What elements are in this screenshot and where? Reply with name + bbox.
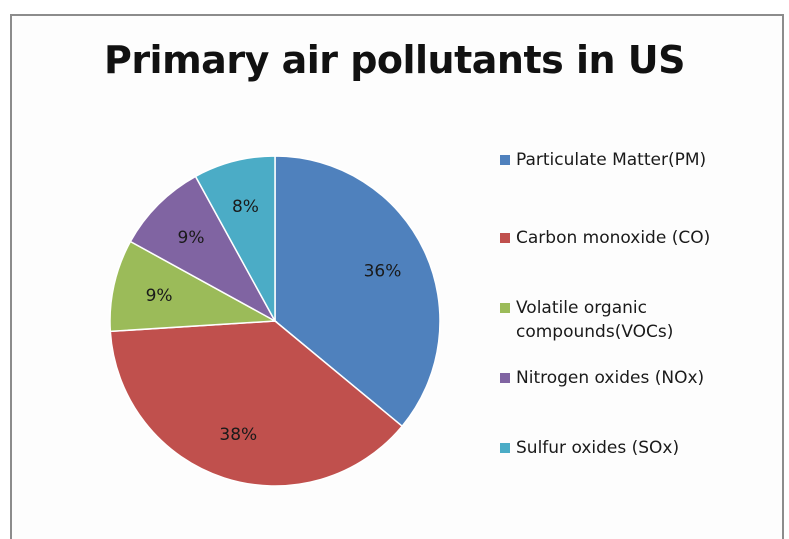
slice-nox bbox=[129, 175, 277, 323]
slice-vocs bbox=[109, 240, 278, 333]
slice-percent-label: 9% bbox=[178, 228, 205, 248]
slice-percent-label: 36% bbox=[364, 261, 402, 281]
slice-percent-label: 9% bbox=[146, 286, 173, 306]
legend-label: Particulate Matter(PM) bbox=[516, 150, 707, 170]
legend-label: Volatile organic compounds(VOCs) bbox=[516, 298, 674, 342]
slice-percent-label: 8% bbox=[232, 197, 259, 217]
legend-label: Sulfur oxides (SOx) bbox=[516, 438, 680, 458]
legend-item-nox: Nitrogen oxides (NOx) bbox=[500, 366, 704, 390]
legend-item-co: Carbon monoxide (CO) bbox=[500, 226, 710, 250]
legend-swatch bbox=[500, 303, 510, 313]
slice-sox bbox=[194, 155, 276, 322]
legend-swatch bbox=[500, 233, 510, 243]
slice-percent-label: 38% bbox=[219, 425, 257, 445]
slice-co bbox=[109, 320, 404, 487]
legend-swatch bbox=[500, 155, 510, 165]
slice-pm bbox=[274, 155, 441, 428]
legend-label: Carbon monoxide (CO) bbox=[516, 228, 711, 248]
legend-swatch bbox=[500, 443, 510, 453]
chart-title: Primary air pollutants in US bbox=[103, 38, 686, 82]
legend-item-vocs: Volatile organic compounds(VOCs) bbox=[500, 296, 673, 344]
legend-swatch bbox=[500, 373, 510, 383]
legend-label: Nitrogen oxides (NOx) bbox=[516, 368, 705, 388]
legend-item-pm: Particulate Matter(PM) bbox=[500, 148, 706, 172]
legend-item-sox: Sulfur oxides (SOx) bbox=[500, 436, 679, 460]
